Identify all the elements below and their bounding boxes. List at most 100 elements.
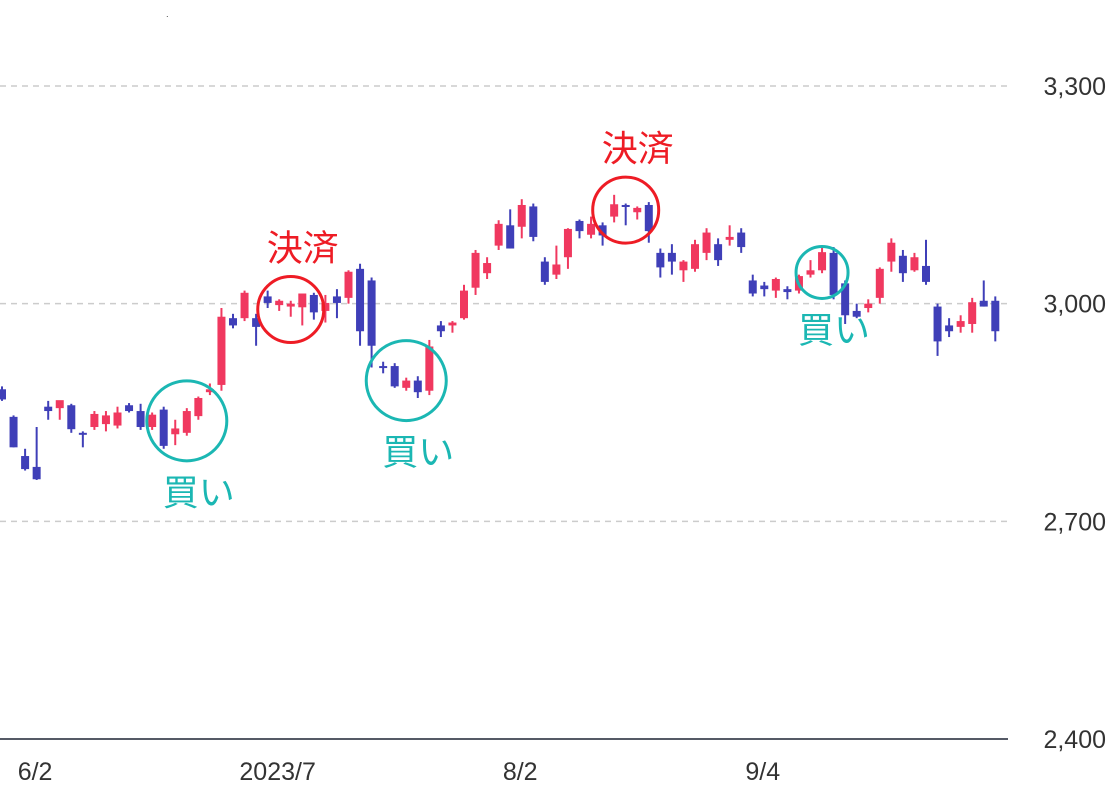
candle-body [956, 321, 965, 327]
candle-body [783, 289, 792, 293]
candle-body [667, 252, 676, 262]
annotation-circle [794, 244, 850, 300]
annotation-label: 決済 [267, 228, 339, 269]
candle-body [760, 285, 769, 290]
annotation-label: 決済 [602, 129, 674, 170]
candle-body [898, 255, 907, 274]
candle-body [413, 380, 422, 393]
candle-body [90, 413, 99, 428]
candle-body [818, 252, 827, 271]
annotation-circle [591, 175, 661, 245]
candle-body [945, 325, 954, 332]
candle-body [344, 271, 353, 298]
down-candle [922, 239, 930, 285]
y-axis-tick-labels: 3,300 3,000 2,700 2,400 [1043, 73, 1106, 754]
annotation-circle [256, 274, 326, 344]
candle-body [286, 303, 295, 307]
candle-body [113, 412, 122, 426]
candle-body [298, 293, 307, 308]
down-candle [898, 249, 907, 282]
top-tick-mark: . [166, 10, 169, 19]
candle-body [159, 409, 168, 446]
up-candle [240, 290, 249, 322]
candle-body [309, 294, 318, 313]
candle-body [529, 206, 538, 237]
up-candle [864, 299, 873, 313]
down-candle [9, 415, 18, 448]
candle-body [171, 428, 180, 435]
candle-body [691, 244, 699, 269]
candle-body [55, 400, 64, 409]
candles [0, 194, 1000, 480]
up-candle [344, 270, 353, 304]
candle-body [922, 265, 930, 282]
candle-body [148, 414, 157, 428]
down-candle [748, 274, 757, 297]
candle-body [679, 261, 688, 271]
up-candle [679, 260, 688, 282]
up-candle [55, 400, 64, 420]
up-candle [298, 293, 307, 326]
candle-body [67, 405, 76, 430]
annotation-circle [364, 339, 448, 423]
up-candle [483, 257, 492, 279]
up-candle [910, 252, 919, 272]
candle-body [182, 411, 191, 433]
down-candle [367, 277, 376, 368]
candle-body [471, 252, 480, 288]
down-candle [575, 219, 584, 239]
candle-body [610, 204, 619, 217]
down-candle [125, 403, 134, 413]
annotation-label: 買い [163, 473, 235, 514]
down-candle [540, 257, 549, 285]
down-candle [760, 281, 769, 297]
up-candle [956, 315, 965, 333]
up-candle [148, 412, 157, 430]
down-candle [390, 363, 399, 388]
up-candle [968, 297, 977, 333]
down-candle [252, 313, 261, 346]
up-candle [875, 267, 884, 304]
candle-body [229, 318, 237, 326]
candle-body [829, 252, 838, 295]
candle-body [101, 415, 110, 425]
up-candle [182, 408, 191, 436]
up-candle [402, 377, 411, 391]
settle-annotation: 決済 [256, 228, 339, 344]
candle-body [390, 366, 399, 387]
down-candle [229, 313, 237, 329]
candle-body [494, 223, 503, 246]
candle-body [217, 316, 226, 385]
down-candle [644, 202, 653, 243]
candle-body [852, 310, 861, 317]
candle-body [725, 236, 734, 240]
up-candle [460, 284, 468, 320]
down-candle [78, 431, 87, 448]
up-candle [702, 228, 711, 261]
candle-body [275, 300, 284, 306]
down-candle [991, 296, 1000, 342]
candle-body [587, 223, 596, 235]
candle-body [563, 228, 572, 258]
down-candle [852, 303, 861, 319]
down-candle [21, 448, 30, 471]
candle-body [552, 264, 561, 275]
candle-body [737, 232, 746, 248]
down-candle [667, 244, 676, 275]
candle-body [0, 389, 6, 400]
candle-body [263, 296, 272, 303]
candle-body [402, 380, 411, 388]
candle-body [575, 220, 584, 232]
up-candle [101, 411, 110, 432]
x-axis-tick-labels: 6/2 2023/7 8/2 9/4 [18, 758, 780, 786]
up-candle [194, 396, 203, 420]
down-candle [529, 203, 538, 242]
candle-body [379, 366, 388, 369]
candle-body [968, 302, 977, 324]
x-tick-label: 6/2 [18, 758, 53, 786]
candle-body [702, 232, 711, 253]
candle-body [78, 432, 87, 435]
y-tick-label: 2,400 [1043, 726, 1106, 754]
candle-body [841, 283, 850, 316]
down-candle [309, 292, 318, 320]
